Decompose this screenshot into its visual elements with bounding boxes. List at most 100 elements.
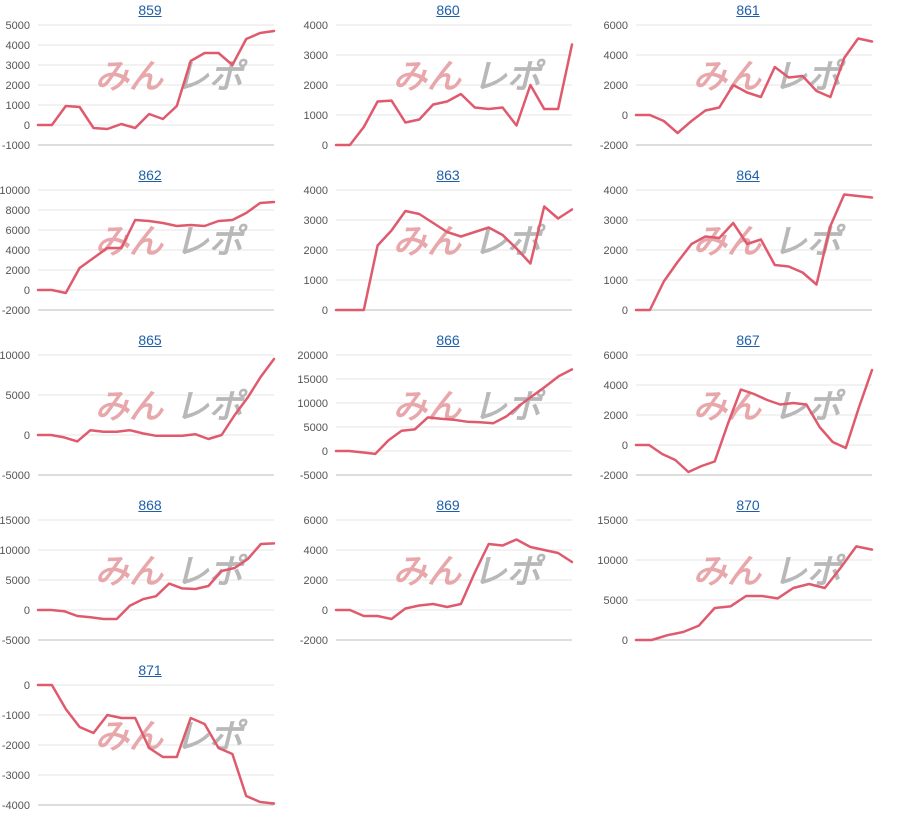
y-tick-label: -5000 [300,470,328,482]
y-tick-label: 2000 [6,265,30,277]
watermark-logo: みん レポ [693,552,846,592]
chart-title-link[interactable]: 862 [138,167,162,183]
series-line [36,542,276,621]
y-tick-label: 5000 [6,390,30,402]
y-tick-label: 10000 [0,350,30,362]
series-line [634,193,874,312]
y-tick-label: 1000 [6,100,30,112]
y-tick-label: 1000 [304,110,328,122]
y-tick-label: 2000 [304,245,328,257]
y-tick-label: 10000 [0,545,30,557]
chart-title-link[interactable]: 859 [138,2,162,18]
chart-title-link[interactable]: 860 [436,2,460,18]
y-tick-label: 4000 [604,50,628,62]
chart-859: 859 5000 4000 3000 2000 1000 0 -1000 みん レポ [0,0,300,165]
watermark-logo: みん レポ [693,57,846,97]
line-chart-svg: 10000 8000 6000 4000 2000 0 -2000 みん レポ [0,185,276,317]
y-tick-label: 4000 [604,380,628,392]
y-tick-label: 2000 [604,410,628,422]
y-tick-label: 4000 [6,245,30,257]
chart-title-link[interactable]: 868 [138,497,162,513]
chart-title-link[interactable]: 865 [138,332,162,348]
y-tick-label: 4000 [604,185,628,197]
chart-title-link[interactable]: 866 [436,332,460,348]
y-tick-label: 5000 [6,575,30,587]
y-tick-label: 0 [622,440,628,452]
y-tick-label: 5000 [604,595,628,607]
chart-870: 870 15000 10000 5000 0 みん レポ [597,495,898,660]
series-line [634,368,874,474]
y-tick-label: -3000 [2,770,30,782]
y-tick-label: 4000 [6,40,30,52]
y-tick-label: 6000 [604,20,628,32]
y-tick-label: 2000 [6,80,30,92]
series-line [334,43,574,147]
series-line [634,37,874,135]
watermark-logo: みん レポ [393,552,546,592]
chart-861: 861 6000 4000 2000 0 -2000 みん レポ [598,0,898,165]
y-tick-label: 6000 [604,350,628,362]
y-tick-label: -5000 [2,635,30,647]
y-tick-label: 6000 [304,515,328,527]
line-chart-svg: 5000 4000 3000 2000 1000 0 -1000 みん レポ [2,20,276,152]
y-tick-label: 0 [322,446,328,458]
y-tick-label: 0 [322,305,328,317]
series-line [36,200,276,295]
line-chart-svg: 10000 5000 0 -5000 みん レポ [0,350,276,482]
chart-863: 863 4000 3000 2000 1000 0 みん レポ [298,165,598,330]
y-tick-label: 0 [24,680,30,692]
y-tick-label: 0 [322,605,328,617]
y-tick-label: 0 [24,285,30,297]
y-tick-label: 5000 [304,422,328,434]
chart-862: 862 10000 8000 6000 4000 2000 0 -2000 みん レポ [0,165,300,330]
y-tick-label: -2000 [600,140,628,152]
chart-867: 867 6000 4000 2000 0 -2000 みん レポ [598,330,898,495]
y-tick-label: 10000 [597,555,628,567]
watermark-logo: みん レポ [95,552,248,592]
chart-869: 869 6000 4000 2000 0 -2000 みん レポ [298,495,598,660]
y-tick-label: -4000 [2,800,30,812]
chart-871: 871 0 -1000 -2000 -3000 -4000 みん レポ [0,660,300,825]
series-line [36,29,276,131]
y-tick-label: 3000 [304,50,328,62]
chart-title-link[interactable]: 861 [736,2,760,18]
y-tick-label: 0 [24,605,30,617]
y-tick-label: 4000 [304,20,328,32]
chart-title-link[interactable]: 870 [736,497,760,513]
y-tick-label: 2000 [604,245,628,257]
chart-title-link[interactable]: 864 [736,167,760,183]
chart-title-link[interactable]: 867 [736,332,760,348]
y-tick-label: 0 [622,635,628,647]
chart-title-link[interactable]: 869 [436,497,460,513]
series-line [334,205,574,312]
chart-868: 868 15000 10000 5000 0 -5000 みん レポ [0,495,300,660]
watermark-logo: みん レポ [693,387,846,427]
y-tick-label: 10000 [0,185,30,197]
chart-title-link[interactable]: 871 [138,662,162,678]
line-chart-svg: 6000 4000 2000 0 -2000 みん レポ [300,515,574,647]
y-tick-label: -2000 [600,470,628,482]
y-tick-label: -1000 [2,710,30,722]
y-tick-label: 3000 [304,215,328,227]
line-chart-svg: 6000 4000 2000 0 -2000 みん レポ [600,350,874,482]
series-line [36,683,276,805]
y-tick-label: -5000 [2,470,30,482]
series-line [36,357,276,443]
chart-860: 860 4000 3000 2000 1000 0 みん レポ [298,0,598,165]
y-tick-label: 3000 [6,60,30,72]
chart-title-link[interactable]: 863 [436,167,460,183]
y-tick-label: 15000 [597,515,628,527]
watermark-logo: みん レポ [95,57,248,97]
y-tick-label: 4000 [304,185,328,197]
y-tick-label: 8000 [6,205,30,217]
series-line [634,545,874,642]
y-tick-label: 6000 [6,225,30,237]
y-tick-label: 0 [322,140,328,152]
y-tick-label: 2000 [304,80,328,92]
